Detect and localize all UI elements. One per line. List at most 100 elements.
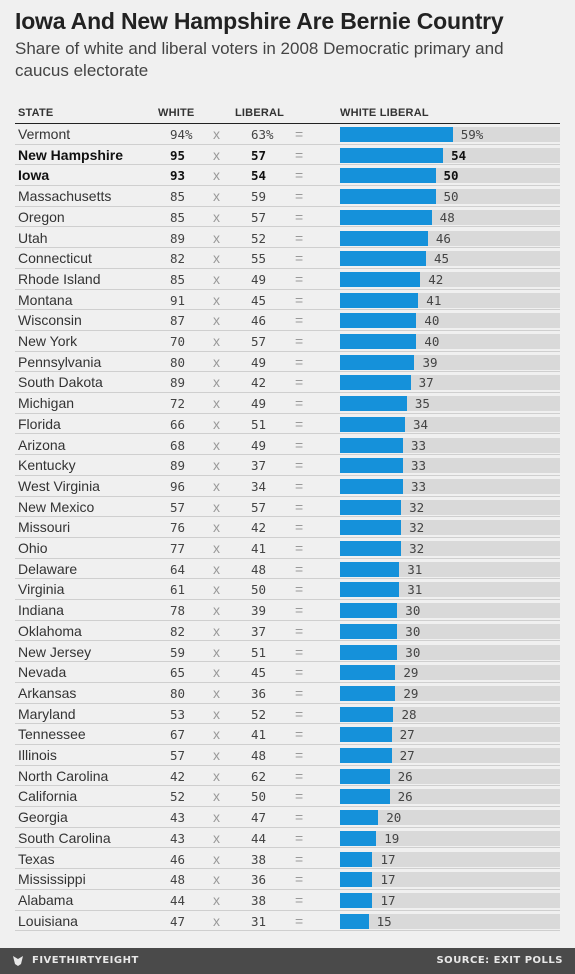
white-liberal-bar (340, 706, 394, 722)
equals-symbol: = (295, 374, 304, 391)
liberal-value: 52 (251, 706, 267, 722)
white-liberal-bar (340, 851, 373, 867)
state-label: Missouri (18, 519, 71, 536)
chart-title: Iowa And New Hampshire Are Bernie Countr… (15, 8, 504, 34)
row-divider (15, 557, 560, 559)
white-liberal-bar (340, 168, 436, 184)
times-symbol: x (213, 395, 220, 412)
table-row: New Mexico 57 x 57 = 32 (0, 497, 575, 518)
table-row: Michigan 72 x 49 = 35 (0, 393, 575, 414)
row-divider (15, 826, 560, 828)
equals-symbol: = (295, 457, 304, 474)
table-row: Connecticut 82 x 55 = 45 (0, 248, 575, 269)
times-symbol: x (213, 705, 220, 722)
white-value: 46 (170, 851, 186, 867)
row-divider (15, 164, 560, 166)
times-symbol: x (213, 581, 220, 598)
state-label: Arizona (18, 436, 66, 453)
white-liberal-value: 29 (403, 665, 419, 681)
white-liberal-bar (340, 127, 453, 142)
white-liberal-bar (340, 520, 402, 536)
liberal-value: 50 (251, 789, 267, 805)
white-liberal-value: 33 (411, 458, 427, 474)
times-symbol: x (213, 560, 220, 577)
bar-track (340, 892, 560, 908)
state-label: Wisconsin (18, 312, 82, 329)
row-divider (15, 681, 560, 683)
liberal-value: 57 (251, 147, 267, 163)
white-liberal-bar (340, 147, 444, 163)
table-row: Arkansas 80 x 36 = 29 (0, 683, 575, 704)
state-label: Vermont (18, 126, 71, 142)
white-liberal-bar (340, 830, 377, 846)
equals-symbol: = (295, 167, 304, 184)
table-row: Georgia 43 x 47 = 20 (0, 807, 575, 828)
bar-track (340, 872, 560, 888)
state-label: Ohio (18, 540, 48, 556)
equals-symbol: = (295, 560, 304, 577)
table-row: California 52 x 50 = 26 (0, 786, 575, 808)
white-value: 95 (170, 147, 186, 163)
row-divider (15, 640, 560, 642)
white-liberal-value: 26 (397, 768, 413, 784)
liberal-value: 57 (251, 334, 267, 349)
column-header-state: STATE (18, 107, 54, 119)
equals-symbol: = (295, 270, 304, 287)
times-symbol: x (213, 850, 220, 867)
white-value: 43 (170, 810, 186, 826)
liberal-value: 44 (251, 830, 267, 846)
liberal-value: 34 (251, 478, 267, 494)
equals-symbol: = (295, 126, 304, 142)
column-header-white-liberal: WHITE LIBERAL (340, 107, 429, 119)
state-label: Iowa (18, 167, 50, 184)
white-value: 89 (170, 458, 186, 474)
equals-symbol: = (295, 188, 304, 205)
white-liberal-bar (340, 541, 402, 556)
equals-symbol: = (295, 622, 304, 639)
liberal-value: 49 (251, 437, 267, 453)
state-label: Texas (18, 850, 55, 867)
white-value: 85 (170, 209, 186, 225)
white-liberal-bar (340, 271, 421, 287)
state-label: Utah (18, 229, 48, 246)
white-liberal-bar (340, 437, 404, 453)
times-symbol: x (213, 477, 220, 494)
row-divider (15, 205, 560, 207)
white-value: 85 (170, 271, 186, 287)
equals-symbol: = (295, 312, 304, 329)
liberal-value: 62 (251, 768, 267, 784)
table-row: Kentucky 89 x 37 = 33 (0, 455, 575, 476)
liberal-value: 49 (251, 396, 267, 412)
times-symbol: x (213, 250, 220, 267)
equals-symbol: = (295, 643, 304, 660)
equals-symbol: = (295, 353, 304, 370)
equals-symbol: = (295, 333, 304, 349)
table-row: Delaware 64 x 48 = 31 (0, 559, 575, 580)
liberal-value: 38 (251, 892, 267, 908)
row-divider (15, 433, 560, 435)
white-liberal-bar (340, 334, 417, 349)
state-label: Florida (18, 415, 61, 432)
equals-symbol: = (295, 581, 304, 598)
table-row: Wisconsin 87 x 46 = 40 (0, 310, 575, 331)
equals-symbol: = (295, 519, 304, 536)
times-symbol: x (213, 809, 220, 826)
state-label: Connecticut (18, 250, 92, 267)
white-value: 96 (170, 478, 186, 494)
state-label: Pennsylvania (18, 353, 102, 370)
liberal-value: 54 (251, 168, 267, 184)
liberal-value: 50 (251, 582, 267, 598)
white-liberal-bar (340, 872, 373, 888)
white-liberal-bar (340, 603, 398, 619)
table-row: Arizona 68 x 49 = 33 (0, 435, 575, 456)
white-liberal-bar (340, 644, 398, 660)
state-label: West Virginia (18, 477, 100, 494)
state-label: Delaware (18, 560, 78, 577)
liberal-value: 48 (251, 748, 267, 763)
state-label: South Dakota (18, 374, 103, 391)
row-divider (15, 702, 560, 704)
liberal-value: 46 (251, 313, 267, 329)
white-liberal-bar (340, 189, 436, 205)
white-value: 52 (170, 789, 186, 805)
times-symbol: x (213, 788, 220, 805)
